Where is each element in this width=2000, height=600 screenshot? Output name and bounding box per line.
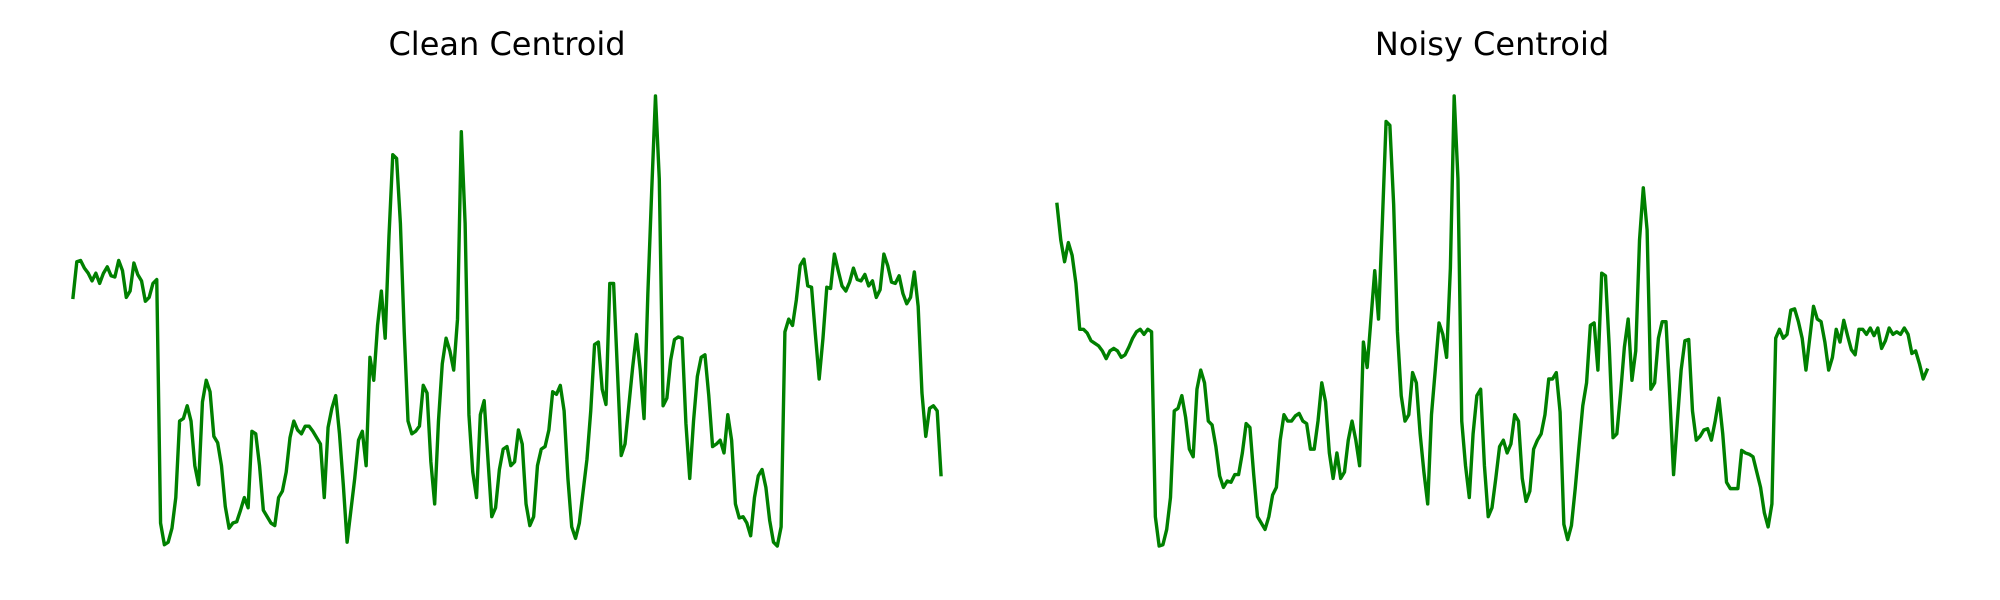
chart-title: Clean Centroid	[388, 25, 625, 63]
line	[1055, 94, 1930, 548]
chart-title: Noisy Centroid	[1375, 25, 1609, 63]
line	[71, 94, 943, 548]
